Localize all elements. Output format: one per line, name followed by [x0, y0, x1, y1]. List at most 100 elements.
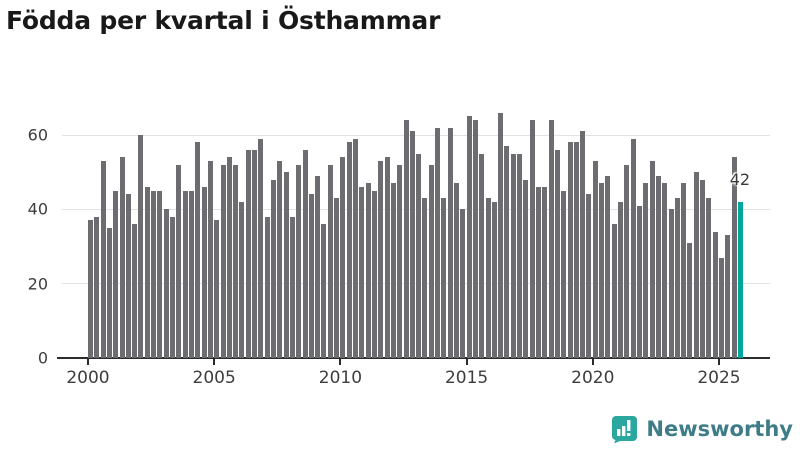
bar [182, 190, 188, 358]
bar [422, 198, 428, 358]
bar [170, 216, 176, 358]
bar [308, 194, 314, 358]
bar [163, 209, 169, 358]
bar [258, 138, 264, 358]
bar [207, 161, 213, 358]
bar [510, 153, 516, 358]
bar [371, 190, 377, 358]
bar [548, 120, 554, 358]
bar [731, 157, 737, 358]
bar [681, 183, 687, 358]
bar [113, 190, 119, 358]
bar [435, 127, 441, 358]
bar [561, 190, 567, 358]
bar [106, 227, 112, 358]
bar [100, 161, 106, 358]
bar [605, 175, 611, 358]
x-axis-tick [718, 359, 720, 365]
bar [498, 112, 504, 358]
bar [567, 142, 573, 358]
bar [327, 164, 333, 358]
bar [636, 205, 642, 358]
bar [233, 164, 239, 358]
bar [220, 164, 226, 358]
x-axis-tick [213, 359, 216, 365]
bar [88, 220, 93, 358]
logo-text: Newsworthy [646, 417, 793, 441]
x-axis-tick [591, 359, 594, 365]
gridline-y-60 [62, 134, 770, 136]
y-axis-tick-label: 60 [27, 125, 48, 145]
bar [447, 127, 453, 358]
bar [719, 257, 724, 358]
bar [346, 142, 352, 358]
bar [611, 224, 617, 358]
bar [239, 201, 245, 358]
bar [523, 179, 529, 358]
bar [725, 235, 731, 358]
bar [403, 120, 409, 358]
bar [491, 201, 497, 358]
bar [687, 242, 693, 358]
bar [472, 120, 478, 358]
bar [340, 157, 346, 358]
bar [302, 149, 308, 358]
y-axis-tick-label: 40 [27, 199, 48, 219]
bar [283, 172, 289, 358]
bar [554, 149, 560, 358]
bar [157, 190, 163, 358]
bar [409, 131, 415, 358]
bar [453, 183, 459, 358]
bar [529, 120, 535, 358]
bar [630, 138, 636, 358]
bar [125, 194, 131, 358]
bar [264, 216, 270, 358]
bar [618, 201, 624, 358]
bar [252, 149, 258, 358]
bar [668, 209, 674, 358]
bar [460, 209, 466, 358]
bar-value-label: 42 [729, 170, 751, 189]
bar [536, 187, 541, 358]
bar [138, 135, 144, 358]
bar [573, 142, 579, 358]
bar [643, 183, 649, 358]
bar [201, 187, 207, 358]
bar [384, 157, 390, 358]
bar [441, 198, 447, 358]
bar [542, 187, 548, 358]
gridline-y-40 [62, 208, 770, 210]
bar [416, 153, 422, 358]
bar [176, 164, 182, 358]
bar [390, 183, 396, 358]
x-axis-tick-label: 2000 [66, 368, 110, 388]
x-axis-tick-label: 2005 [192, 368, 236, 388]
newsworthy-logo[interactable]: Newsworthy [610, 415, 793, 443]
bar [655, 175, 661, 358]
bar [428, 164, 434, 358]
x-axis-line [57, 357, 770, 359]
bar [479, 153, 485, 358]
bar [466, 116, 472, 358]
bar [119, 157, 125, 358]
highlight-bar [737, 201, 743, 358]
y-axis-tick-label: 20 [27, 274, 48, 294]
bar [712, 231, 718, 358]
y-axis-tick-label: 0 [37, 348, 48, 368]
bar [586, 194, 592, 358]
bar [693, 172, 699, 358]
bar [334, 198, 340, 358]
x-axis-tick [465, 359, 468, 365]
bar [151, 190, 157, 358]
bar [214, 220, 220, 358]
x-axis-tick-label: 2010 [318, 368, 363, 388]
bar [649, 161, 655, 358]
x-axis-tick [339, 359, 342, 365]
bar [315, 175, 321, 358]
bar [662, 183, 668, 358]
bar-chart-speech-bubble-icon [610, 415, 638, 443]
bar [270, 179, 276, 358]
x-axis-tick-label: 2020 [571, 368, 615, 388]
bar [674, 198, 680, 358]
